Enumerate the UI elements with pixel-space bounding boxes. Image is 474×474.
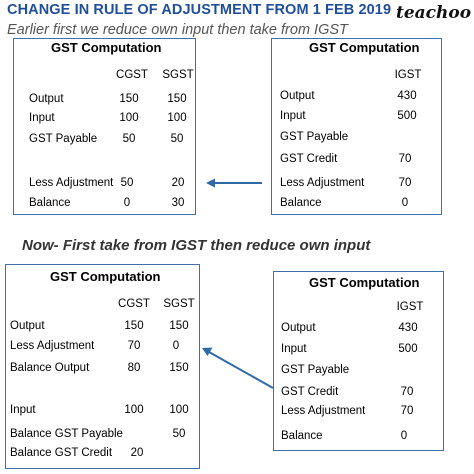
now-left-label-less-adjustment: Less Adjustment (10, 340, 95, 352)
now-adjustment-arrow (202, 347, 274, 389)
earlier-left-cgst-output: 150 (119, 93, 139, 105)
now-left-sgst-balance-gst-payable: 50 (172, 428, 186, 440)
earlier-left-sgst-gst-payable: 50 (170, 133, 184, 145)
now-right-box (273, 271, 444, 451)
now-right-label-input: Input (281, 343, 307, 355)
earlier-right-igst-output: 430 (397, 90, 417, 102)
earlier-right-label-output: Output (280, 90, 315, 102)
earlier-left-cgst-input: 100 (119, 112, 139, 124)
earlier-right-igst-balance: 0 (401, 197, 409, 209)
earlier-left-cgst-balance: 0 (123, 197, 131, 209)
earlier-right-igst-less-adjustment: 70 (398, 177, 412, 189)
now-left-col-sgst: SGST (163, 298, 195, 310)
earlier-right-box (271, 38, 442, 215)
earlier-right-igst-gst-credit: 70 (398, 153, 412, 165)
earlier-left-label-balance: Balance (29, 197, 71, 209)
earlier-right-label-gst-credit: GST Credit (280, 153, 338, 165)
earlier-left-label-input: Input (29, 112, 55, 124)
now-left-label-input: Input (10, 404, 36, 416)
now-right-col-igst: IGST (396, 301, 424, 313)
earlier-adjustment-arrow (206, 178, 262, 188)
now-left-sgst-less-adjustment: 0 (172, 340, 180, 352)
now-left-label-balance-output: Balance Output (10, 362, 90, 374)
now-right-label-gst-credit: GST Credit (281, 386, 339, 398)
now-left-cgst-less-adjustment: 70 (127, 340, 141, 352)
earlier-right-col-igst: IGST (394, 69, 422, 81)
earlier-left-cgst-less-adjustment: 50 (120, 177, 134, 189)
earlier-right-label-input: Input (280, 110, 306, 122)
section2-title: Now- First take from IGST then reduce ow… (22, 237, 371, 254)
now-left-label-output: Output (10, 320, 45, 332)
now-left-sgst-input: 100 (169, 404, 189, 416)
now-left-sgst-balance-output: 150 (169, 362, 189, 374)
now-right-heading: GST Computation (309, 275, 420, 290)
now-left-label-balance-gst-credit: Balance GST Credit (10, 447, 113, 459)
earlier-right-label-gst-payable: GST Payable (280, 131, 349, 143)
now-left-cgst-balance-output: 80 (127, 362, 141, 374)
now-right-igst-gst-credit: 70 (400, 386, 414, 398)
earlier-left-label-gst-payable: GST Payable (29, 133, 98, 145)
now-left-col-cgst: CGST (118, 298, 150, 310)
earlier-left-box (13, 38, 196, 215)
now-left-heading: GST Computation (50, 269, 161, 284)
now-left-cgst-output: 150 (124, 320, 144, 332)
earlier-left-sgst-balance: 30 (171, 197, 185, 209)
now-right-igst-less-adjustment: 70 (400, 405, 414, 417)
teachoo-logo: teachoo (396, 3, 472, 23)
now-right-label-less-adjustment: Less Adjustment (281, 405, 366, 417)
subtitle: Earlier first we reduce own input then t… (7, 22, 348, 38)
earlier-right-label-balance: Balance (280, 197, 322, 209)
now-left-cgst-balance-gst-credit: 20 (130, 447, 144, 459)
earlier-left-sgst-output: 150 (167, 93, 187, 105)
earlier-right-heading: GST Computation (309, 40, 420, 55)
page-title: CHANGE IN RULE OF ADJUSTMENT FROM 1 FEB … (7, 2, 392, 18)
earlier-left-label-less-adjustment: Less Adjustment (29, 177, 114, 189)
now-left-box (5, 264, 200, 469)
now-left-sgst-output: 150 (169, 320, 189, 332)
earlier-left-col-cgst: CGST (116, 69, 148, 81)
earlier-left-col-sgst: SGST (162, 69, 194, 81)
earlier-left-label-output: Output (29, 93, 64, 105)
now-right-igst-output: 430 (398, 322, 418, 334)
earlier-left-heading: GST Computation (51, 40, 162, 55)
earlier-left-sgst-input: 100 (167, 112, 187, 124)
now-right-igst-balance: 0 (400, 430, 408, 442)
now-right-igst-input: 500 (398, 343, 418, 355)
earlier-right-igst-input: 500 (397, 110, 417, 122)
earlier-left-cgst-gst-payable: 50 (122, 133, 136, 145)
earlier-left-sgst-less-adjustment: 20 (171, 177, 185, 189)
now-left-label-balance-gst-payable: Balance GST Payable (10, 428, 123, 440)
now-right-label-gst-payable: GST Payable (281, 364, 350, 376)
now-right-label-balance: Balance (281, 430, 323, 442)
now-right-label-output: Output (281, 322, 316, 334)
earlier-right-label-less-adjustment: Less Adjustment (280, 177, 365, 189)
now-left-cgst-input: 100 (124, 404, 144, 416)
